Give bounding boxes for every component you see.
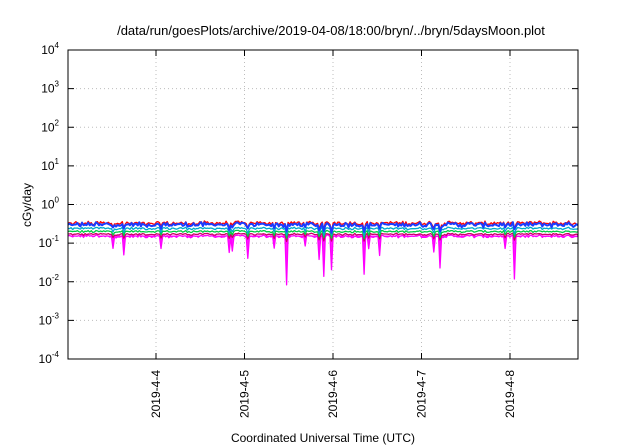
y-tick-label: 10-2 [39,273,60,289]
y-tick-label: 10-3 [39,311,60,327]
series-group [67,220,579,286]
y-tick-label: 101 [41,157,59,173]
y-axis-label: cGy/day [20,183,34,227]
y-tick-label: 10-1 [39,234,60,250]
x-tick-label: 2019-4-8 [503,370,517,418]
chart-title: /data/run/goesPlots/archive/2019-04-08/1… [117,23,545,38]
x-tick-label: 2019-4-7 [415,370,429,418]
x-axis-label: Coordinated Universal Time (UTC) [231,431,415,445]
series-line-0 [67,234,578,286]
x-tick-label: 2019-4-5 [238,370,252,418]
y-axis: 10-4 10-3 10-2 10-1 100 101 102 103 104 [39,41,578,366]
y-tick-label: 10-4 [39,350,60,366]
y-tick-label: 102 [41,118,59,134]
y-tick-label: 100 [41,196,59,212]
x-tick-label: 2019-4-4 [149,370,163,418]
series-line-5 [67,221,579,234]
series-line-1 [67,232,579,243]
y-tick-label: 103 [41,80,59,96]
x-tick-label: 2019-4-6 [326,370,340,418]
y-tick-label: 104 [41,41,59,57]
gridlines [68,50,578,359]
x-axis: 2019-4-4 2019-4-5 2019-4-6 2019-4-7 2019-4-8 [149,50,517,418]
